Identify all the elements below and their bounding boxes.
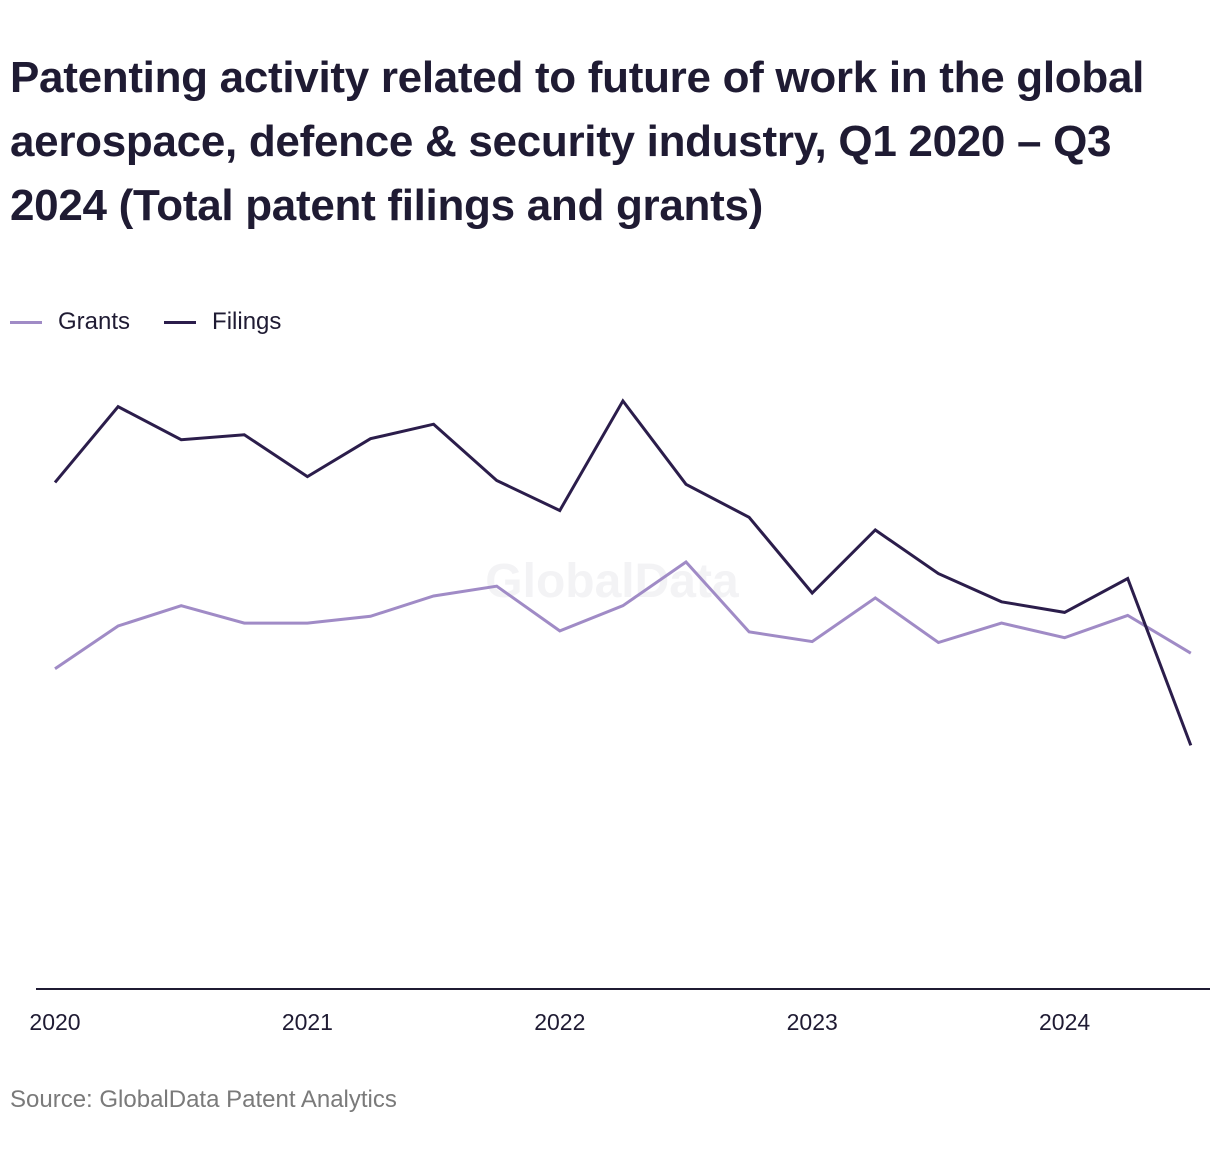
x-tick-label: 2022: [534, 1009, 585, 1035]
legend-item-grants: Grants: [10, 308, 130, 336]
watermark-text: GlobalData: [485, 555, 739, 608]
legend-swatch-filings: [164, 320, 197, 324]
legend-item-filings: Filings: [164, 308, 281, 336]
legend-label-grants: Grants: [58, 308, 131, 335]
chart-title: Patenting activity related to future of …: [10, 53, 1145, 230]
legend: Grants Filings: [10, 308, 315, 336]
x-tick-label: 2023: [787, 1009, 838, 1035]
legend-swatch-grants: [10, 320, 42, 324]
x-tick-label: 2020: [29, 1009, 80, 1035]
x-tick-label: 2024: [1039, 1009, 1090, 1035]
x-tick-label: 2021: [282, 1009, 333, 1035]
source-note: Source: GlobalData Patent Analytics: [10, 1086, 397, 1113]
legend-label-filings: Filings: [212, 308, 282, 335]
